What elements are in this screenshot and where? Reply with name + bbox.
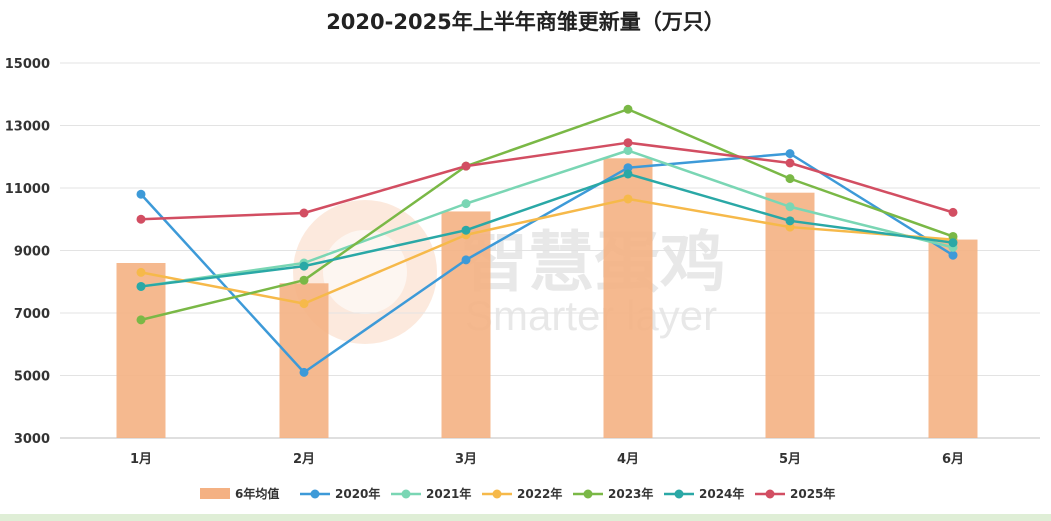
data-point (136, 267, 146, 277)
data-point (299, 299, 309, 309)
series-line (140, 172, 954, 288)
legend-swatch-marker (401, 489, 411, 499)
data-point (299, 367, 309, 377)
data-point (623, 138, 633, 148)
legend-label: 2025年 (790, 486, 835, 501)
data-point (623, 169, 633, 179)
legend-label: 6年均值 (235, 486, 279, 501)
data-point (623, 146, 633, 155)
legend-swatch-marker (674, 489, 684, 499)
x-axis: 1月 2月 3月 4月 5月 6月 (130, 452, 964, 467)
watermark: 智慧蛋鸡 Smarter layer (293, 200, 726, 344)
data-point (785, 202, 795, 212)
legend-swatch-marker (765, 489, 775, 499)
data-point (785, 149, 795, 159)
legend-swatch-bar (200, 488, 230, 499)
bar (441, 211, 491, 438)
data-point (785, 158, 795, 168)
legend-label: 2024年 (699, 486, 744, 501)
x-tick-label: 4月 (617, 452, 639, 467)
bottom-strip (0, 514, 1051, 521)
x-tick-label: 3月 (455, 452, 477, 467)
data-point (785, 216, 795, 226)
bar (603, 158, 653, 438)
bar-series (116, 158, 978, 438)
data-point (299, 261, 309, 271)
y-tick-label: 11000 (5, 182, 50, 197)
series-line (140, 197, 954, 305)
y-tick-label: 7000 (14, 307, 50, 322)
legend-swatch-marker (310, 489, 320, 499)
bar (928, 239, 978, 438)
data-point (785, 222, 795, 232)
watermark-logo-icon (293, 200, 437, 344)
x-tick-label: 1月 (130, 452, 152, 467)
bar (116, 263, 166, 438)
data-point (948, 231, 958, 241)
data-point (461, 161, 471, 171)
grid (60, 62, 1040, 439)
x-tick-label: 5月 (779, 452, 801, 467)
legend-label: 2020年 (335, 486, 380, 501)
data-point (948, 238, 958, 248)
series-line (140, 141, 954, 221)
watermark-text-cn: 智慧蛋鸡 (462, 224, 726, 301)
data-point (461, 225, 471, 235)
y-tick-label: 15000 (5, 57, 50, 72)
legend-label: 2021年 (426, 486, 471, 501)
chart-title: 2020-2025年上半年商雏更新量（万只） (326, 10, 725, 34)
data-point (623, 194, 633, 204)
data-point (136, 281, 146, 291)
legend-swatch-marker (492, 489, 502, 499)
y-tick-label: 13000 (5, 120, 50, 135)
data-point (623, 163, 633, 173)
x-tick-label: 6月 (942, 452, 964, 467)
data-point (136, 189, 146, 199)
legend-label: 2022年 (517, 486, 562, 501)
watermark-logo-inner-icon (323, 230, 407, 314)
data-point (461, 255, 471, 265)
y-tick-label: 3000 (14, 432, 50, 447)
data-point (948, 207, 958, 217)
line-series (136, 104, 958, 377)
data-point (299, 275, 309, 285)
data-point (785, 174, 795, 184)
legend-label: 2023年 (608, 486, 653, 501)
x-tick-label: 2月 (293, 452, 315, 467)
y-axis: 3000 5000 7000 9000 11000 13000 15000 (5, 57, 50, 447)
data-point (948, 250, 958, 260)
series-line (140, 149, 954, 288)
data-point (136, 315, 146, 325)
y-tick-label: 5000 (14, 370, 50, 385)
bar (765, 192, 815, 438)
legend: 6年均值 2020年 2021年 2022年 2023年 2024年 2025年 (200, 486, 835, 501)
data-point (461, 199, 471, 209)
legend-swatch-marker (583, 489, 593, 499)
data-point (299, 208, 309, 218)
data-point (623, 104, 633, 114)
y-tick-label: 9000 (14, 245, 50, 260)
data-point (136, 214, 146, 224)
watermark-text-en: Smarter layer (465, 292, 717, 339)
series-line (140, 108, 954, 322)
